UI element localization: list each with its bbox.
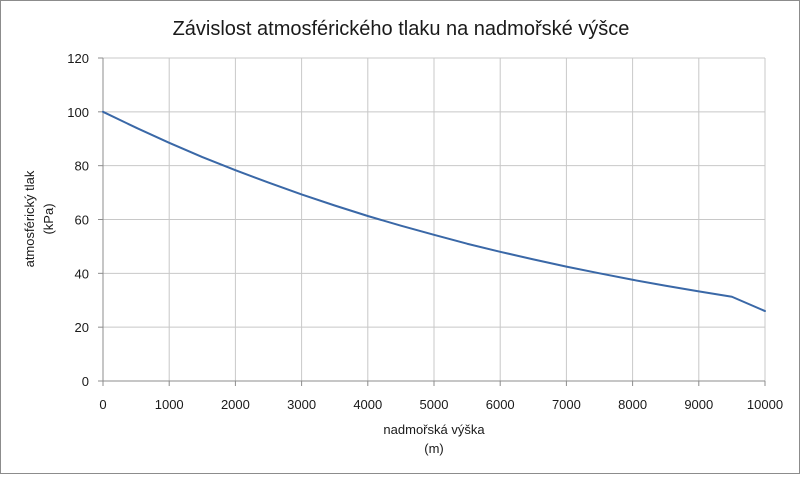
- axes: [98, 57, 766, 386]
- y-tick-labels: 0 20 40 60 80 100 120: [67, 51, 89, 389]
- y-tick-label: 0: [82, 374, 89, 389]
- x-tick-label: 1000: [155, 397, 184, 412]
- x-tick-label: 7000: [552, 397, 581, 412]
- x-tick-labels: 0 1000 2000 3000 4000 5000 6000 7000 8000 9000 100…: [99, 397, 783, 412]
- x-tick-label: 4000: [353, 397, 382, 412]
- x-tick-label: 0: [99, 397, 106, 412]
- x-axis-label: nadmořská výška: [383, 422, 485, 437]
- x-tick-label: 2000: [221, 397, 250, 412]
- y-tick-label: 60: [75, 213, 89, 228]
- y-axis-label: atmosférický tlak: [22, 170, 37, 267]
- chart-title: Závislost atmosférického tlaku na nadmoř…: [173, 18, 630, 40]
- series-line: [102, 110, 766, 313]
- x-tick-label: 8000: [618, 397, 647, 412]
- x-axis-unit: (m): [424, 441, 444, 456]
- y-tick-label: 120: [67, 51, 89, 66]
- x-tick-label: 10000: [747, 397, 783, 412]
- x-tick-label: 6000: [486, 397, 515, 412]
- x-tick-label: 5000: [420, 397, 449, 412]
- x-tick-label: 9000: [684, 397, 713, 412]
- y-tick-label: 80: [75, 159, 89, 174]
- series-group: [102, 110, 766, 313]
- y-tick-label: 20: [75, 320, 89, 335]
- grid: [103, 57, 766, 381]
- y-tick-label: 100: [67, 105, 89, 120]
- x-tick-label: 3000: [287, 397, 316, 412]
- y-axis-unit: (kPa): [41, 203, 56, 234]
- y-tick-label: 40: [75, 266, 89, 281]
